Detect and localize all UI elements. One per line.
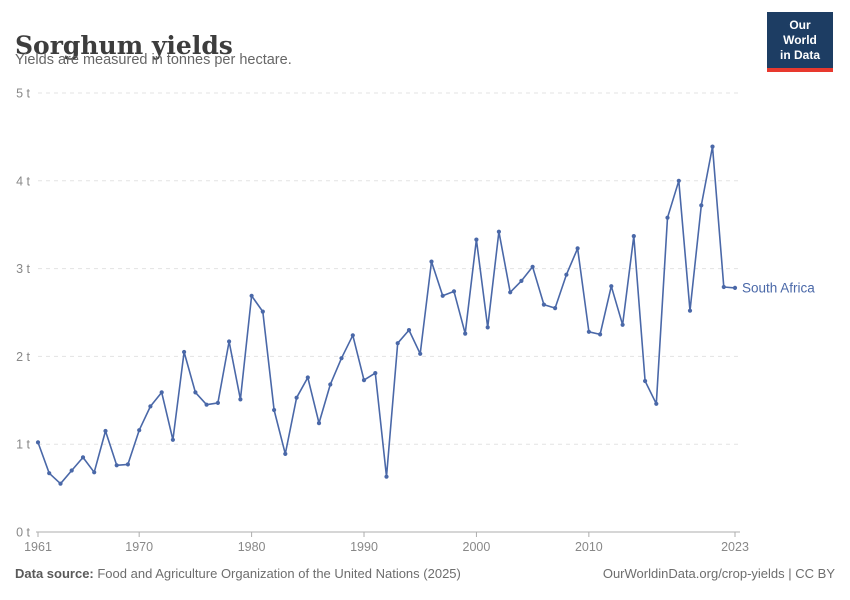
data-point[interactable] — [272, 407, 277, 413]
data-point[interactable] — [249, 293, 254, 298]
owid-logo[interactable]: Our World in Data — [767, 12, 833, 72]
data-point[interactable] — [530, 264, 535, 269]
x-axis-tick-label: 2010 — [575, 540, 603, 554]
x-axis-tick-label: 1961 — [24, 540, 52, 554]
x-axis-tick-label: 1980 — [238, 540, 266, 554]
data-point[interactable] — [553, 306, 558, 311]
chart-subtitle: Yields are measured in tonnes per hectar… — [15, 52, 292, 68]
data-point[interactable] — [721, 284, 726, 290]
data-point[interactable] — [485, 325, 490, 330]
data-point[interactable] — [496, 229, 501, 234]
data-point[interactable] — [204, 402, 209, 407]
data-point[interactable] — [170, 437, 175, 442]
data-point[interactable] — [406, 328, 412, 333]
data-point[interactable] — [227, 339, 232, 344]
data-point[interactable] — [418, 351, 423, 356]
data-point[interactable] — [541, 302, 547, 307]
data-point[interactable] — [283, 451, 288, 456]
data-point[interactable] — [620, 322, 625, 327]
data-point[interactable] — [598, 332, 603, 337]
data-point[interactable] — [631, 234, 636, 239]
data-point[interactable] — [159, 390, 164, 395]
data-point[interactable] — [182, 349, 187, 355]
y-axis-tick-label: 2 t — [16, 350, 30, 364]
credit-link[interactable]: OurWorldinData.org/crop-yields | CC BY — [602, 566, 835, 581]
data-point[interactable] — [564, 272, 569, 277]
data-point[interactable] — [440, 293, 445, 298]
data-point[interactable] — [103, 428, 108, 434]
data-point[interactable] — [395, 341, 400, 346]
data-point[interactable] — [137, 428, 142, 433]
y-axis-tick-label: 5 t — [16, 87, 30, 101]
data-point[interactable] — [474, 237, 479, 242]
data-point[interactable] — [586, 329, 592, 334]
owid-logo-line1: Our World — [783, 18, 817, 47]
data-point[interactable] — [519, 278, 524, 283]
data-point[interactable] — [609, 284, 614, 289]
data-point[interactable] — [125, 462, 130, 467]
data-point[interactable] — [508, 290, 513, 295]
data-point[interactable] — [47, 471, 52, 476]
data-point[interactable] — [35, 440, 41, 445]
data-point[interactable] — [361, 378, 367, 383]
y-axis-tick-label: 4 t — [16, 174, 30, 188]
chart-footer: Data source: Food and Agriculture Organi… — [15, 566, 835, 581]
data-point[interactable] — [215, 400, 220, 405]
data-point[interactable] — [238, 397, 243, 402]
data-point[interactable] — [69, 468, 74, 473]
data-point[interactable] — [643, 378, 648, 384]
data-point[interactable] — [676, 178, 681, 183]
data-point[interactable] — [575, 246, 580, 251]
data-point[interactable] — [699, 203, 704, 208]
x-axis-tick-label: 2000 — [463, 540, 491, 554]
data-point[interactable] — [665, 215, 670, 220]
data-point[interactable] — [92, 470, 97, 475]
y-axis-tick-label: 3 t — [16, 262, 30, 276]
data-point[interactable] — [328, 382, 333, 387]
data-point[interactable] — [710, 144, 715, 149]
data-point[interactable] — [429, 259, 434, 264]
data-point[interactable] — [350, 333, 355, 338]
data-point[interactable] — [305, 375, 310, 380]
data-point[interactable] — [687, 308, 693, 313]
series-end-label[interactable]: South Africa — [742, 280, 815, 295]
data-point[interactable] — [260, 309, 265, 314]
data-source-note: Data source: Food and Agriculture Organi… — [15, 566, 461, 581]
data-point[interactable] — [80, 455, 86, 460]
data-point[interactable] — [463, 331, 468, 336]
data-point[interactable] — [654, 401, 659, 406]
data-point[interactable] — [339, 356, 344, 361]
owid-logo-box: Our World in Data — [767, 12, 833, 72]
data-point[interactable] — [294, 395, 299, 400]
data-source-text: Food and Agriculture Organization of the… — [93, 566, 461, 581]
data-point[interactable] — [732, 285, 738, 290]
data-point[interactable] — [148, 404, 153, 409]
y-axis-tick-label: 1 t — [16, 438, 30, 452]
page-title: Sorghum yields — [15, 30, 233, 60]
owid-logo-line2: in Data — [779, 48, 820, 62]
x-axis-tick-label: 1970 — [125, 540, 153, 554]
data-point[interactable] — [451, 289, 457, 294]
data-point[interactable] — [58, 481, 63, 486]
x-axis-tick-label: 2023 — [721, 540, 749, 554]
x-axis-tick-label: 1990 — [350, 540, 378, 554]
data-point[interactable] — [373, 371, 378, 376]
data-source-label: Data source: — [15, 566, 94, 581]
data-point[interactable] — [193, 390, 198, 395]
data-point[interactable] — [316, 421, 322, 426]
data-point[interactable] — [114, 463, 119, 468]
series-line-south-africa[interactable] — [37, 145, 736, 485]
y-axis-tick-label: 0 t — [16, 526, 30, 540]
data-point[interactable] — [384, 474, 389, 479]
